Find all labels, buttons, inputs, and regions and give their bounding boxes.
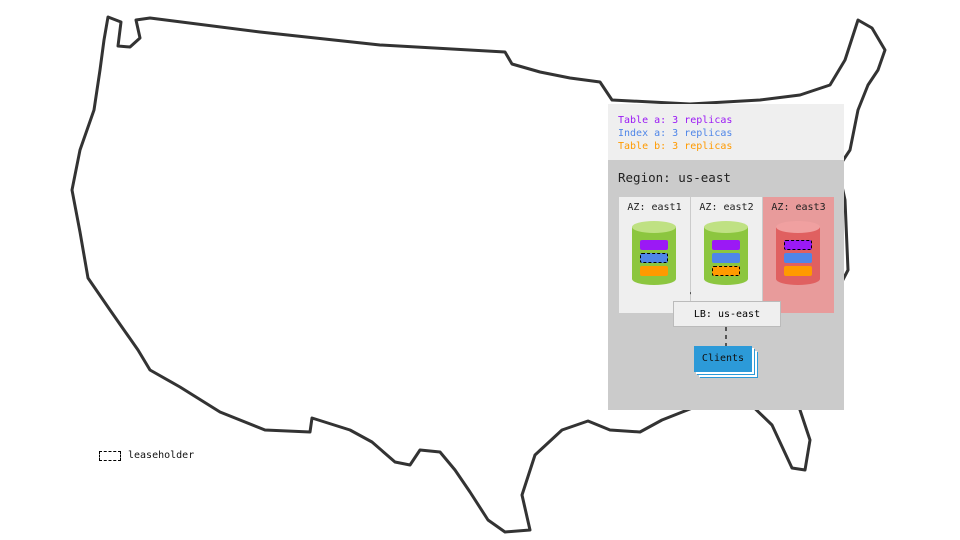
replica-table-a — [712, 240, 740, 250]
replica-table-a-leaseholder — [784, 240, 812, 250]
az-east1: AZ: east1 — [619, 197, 690, 313]
region-title: Region: us-east — [618, 170, 731, 185]
replica-table-a — [640, 240, 668, 250]
replica-index-a-leaseholder — [640, 253, 668, 263]
clients: Clients — [694, 346, 752, 372]
legend-table-a: Table a: 3 replicas — [618, 115, 733, 126]
replica-table-b-leaseholder — [712, 266, 740, 276]
az-label: AZ: east2 — [699, 202, 754, 213]
leaseholder-key-icon — [99, 451, 121, 461]
database-node-icon — [632, 221, 676, 285]
az-label: AZ: east3 — [771, 202, 826, 213]
database-node-icon — [776, 221, 820, 285]
region-us-east: Region: us-east AZ: east1 AZ: east2 AZ: … — [608, 160, 844, 410]
load-balancer: LB: us-east — [673, 301, 781, 327]
replica-legend: Table a: 3 replicas Index a: 3 replicas … — [608, 104, 844, 160]
replica-index-a — [784, 253, 812, 263]
legend-table-b: Table b: 3 replicas — [618, 141, 733, 152]
az-east3-failed: AZ: east3 — [763, 197, 834, 313]
replica-table-b — [784, 266, 812, 276]
leaseholder-key-label: leaseholder — [128, 450, 195, 461]
legend-index-a: Index a: 3 replicas — [618, 128, 733, 139]
database-node-icon — [704, 221, 748, 285]
az-east2: AZ: east2 — [691, 197, 762, 313]
replica-index-a — [712, 253, 740, 263]
az-label: AZ: east1 — [627, 202, 682, 213]
replica-table-b — [640, 266, 668, 276]
